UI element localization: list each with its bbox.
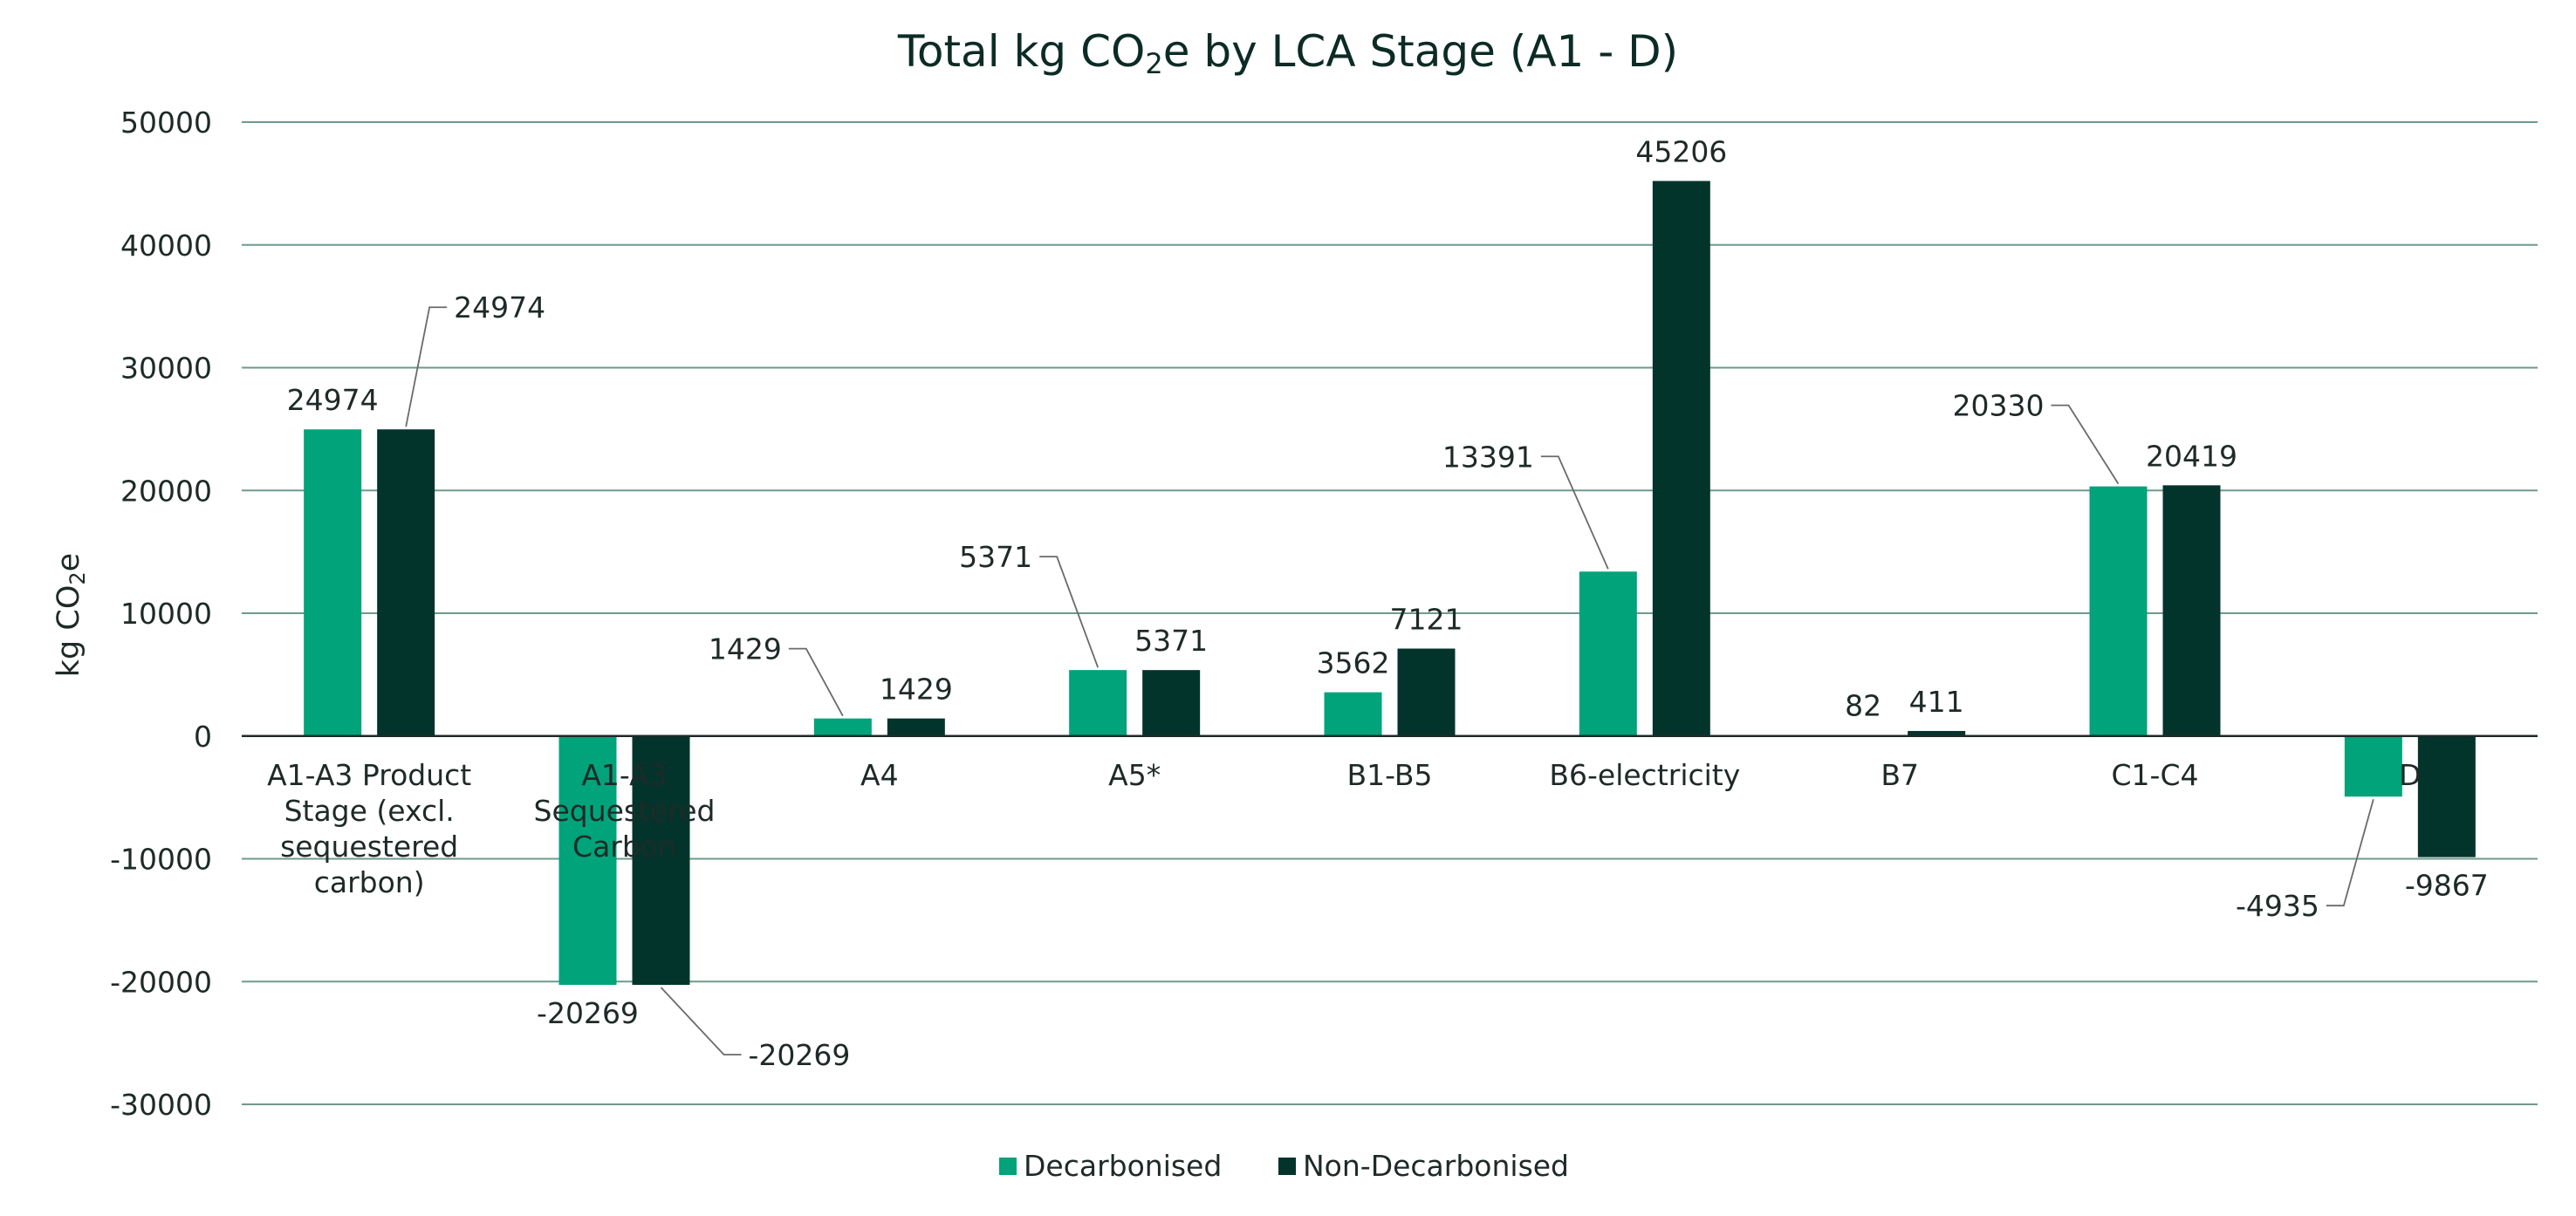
- bar-non-decarbonised: [1142, 670, 1201, 736]
- legend: Decarbonised Non-Decarbonised: [999, 1149, 1569, 1183]
- bar-decarbonised: [558, 735, 617, 986]
- gridlines: [242, 121, 2538, 1105]
- data-label: 1429: [709, 632, 782, 666]
- data-label: 1429: [880, 673, 953, 707]
- leader-line: [1039, 556, 1100, 668]
- legend-label: Decarbonised: [1024, 1149, 1222, 1183]
- data-label: 20419: [2146, 439, 2237, 473]
- data-label: 24974: [287, 383, 379, 417]
- svg-text:kg CO2e: kg CO2e: [51, 553, 90, 677]
- data-label: 24974: [454, 290, 545, 324]
- data-label: 7121: [1390, 603, 1463, 637]
- leader-line: [788, 647, 844, 717]
- data-label: -4935: [2236, 889, 2319, 923]
- bar-non-decarbonised: [887, 718, 945, 736]
- data-labels: 24974 24974 -20269 -20269 1429 1429 5371 5371 35…: [287, 134, 2489, 1072]
- category-label: D: [2399, 758, 2421, 792]
- bar-decarbonised: [2344, 735, 2402, 797]
- bar-decarbonised: [1579, 571, 1637, 736]
- data-label: 411: [1909, 685, 1964, 719]
- category-label: B1-B5: [1346, 758, 1432, 792]
- legend-swatch: [1278, 1158, 1296, 1175]
- category-label: B7: [1881, 758, 1919, 792]
- data-label: 20330: [1953, 389, 2045, 423]
- bar-non-decarbonised: [2417, 735, 2476, 857]
- bar-decarbonised: [1069, 670, 1127, 736]
- bar-non-decarbonised: [1652, 181, 1710, 736]
- category-label: C1-C4: [2112, 758, 2199, 792]
- y-tick-label: -20000: [110, 965, 212, 999]
- y-tick-label: -30000: [110, 1088, 212, 1122]
- y-tick-label: 30000: [120, 352, 212, 386]
- bar-decarbonised: [2089, 486, 2148, 736]
- bar-non-decarbonised: [1908, 730, 1966, 736]
- leader-line: [405, 306, 448, 427]
- bar-non-decarbonised: [377, 429, 435, 736]
- y-axis-label: kg CO2e: [51, 553, 90, 677]
- y-tick-label: 0: [194, 720, 212, 754]
- bar-non-decarbonised: [1397, 648, 1456, 736]
- data-label: 3562: [1317, 646, 1390, 680]
- data-label: 5371: [959, 540, 1032, 574]
- y-tick-label: 20000: [120, 474, 212, 508]
- data-label: -20269: [537, 996, 639, 1030]
- y-tick-label: 10000: [120, 597, 212, 631]
- chart-title: Total kg CO2e by LCA Stage (A1 - D): [897, 26, 1678, 80]
- data-label: -9867: [2405, 869, 2489, 903]
- bar-non-decarbonised: [632, 735, 690, 986]
- leader-lines: [405, 306, 2374, 1055]
- category-label: A5*: [1108, 758, 1161, 792]
- data-label: 5371: [1134, 624, 1208, 658]
- bars: [304, 181, 2476, 986]
- data-label: 13391: [1442, 440, 1534, 474]
- bar-non-decarbonised: [2162, 485, 2221, 736]
- data-label: 82: [1845, 689, 1881, 723]
- category-label: A4: [860, 758, 899, 792]
- bar-decarbonised: [1324, 692, 1382, 736]
- legend-label: Non-Decarbonised: [1303, 1149, 1569, 1183]
- category-label: B6-electricity: [1549, 758, 1740, 792]
- legend-swatch: [999, 1158, 1017, 1175]
- bar-decarbonised: [304, 429, 362, 736]
- category-label: A1-A3 Sequestered Carbon: [534, 758, 716, 864]
- y-axis-ticks: 50000 40000 30000 20000 10000 0 -10000 -20000 -3…: [110, 106, 212, 1122]
- y-tick-label: 50000: [120, 106, 212, 140]
- x-axis-categories: A1-A3 Product Stage (excl. sequestered carb…: [267, 758, 2421, 899]
- leader-line: [2326, 798, 2374, 907]
- data-label: 45206: [1635, 134, 1727, 168]
- category-label: A1-A3 Product Stage (excl. sequestered carb…: [267, 758, 471, 899]
- leader-line: [660, 987, 742, 1055]
- bar-decarbonised: [813, 718, 872, 736]
- data-label: -20269: [749, 1038, 851, 1072]
- y-tick-label: -10000: [110, 843, 212, 877]
- leader-line: [2051, 404, 2120, 485]
- leader-line: [1540, 455, 1609, 570]
- y-tick-label: 40000: [120, 229, 212, 263]
